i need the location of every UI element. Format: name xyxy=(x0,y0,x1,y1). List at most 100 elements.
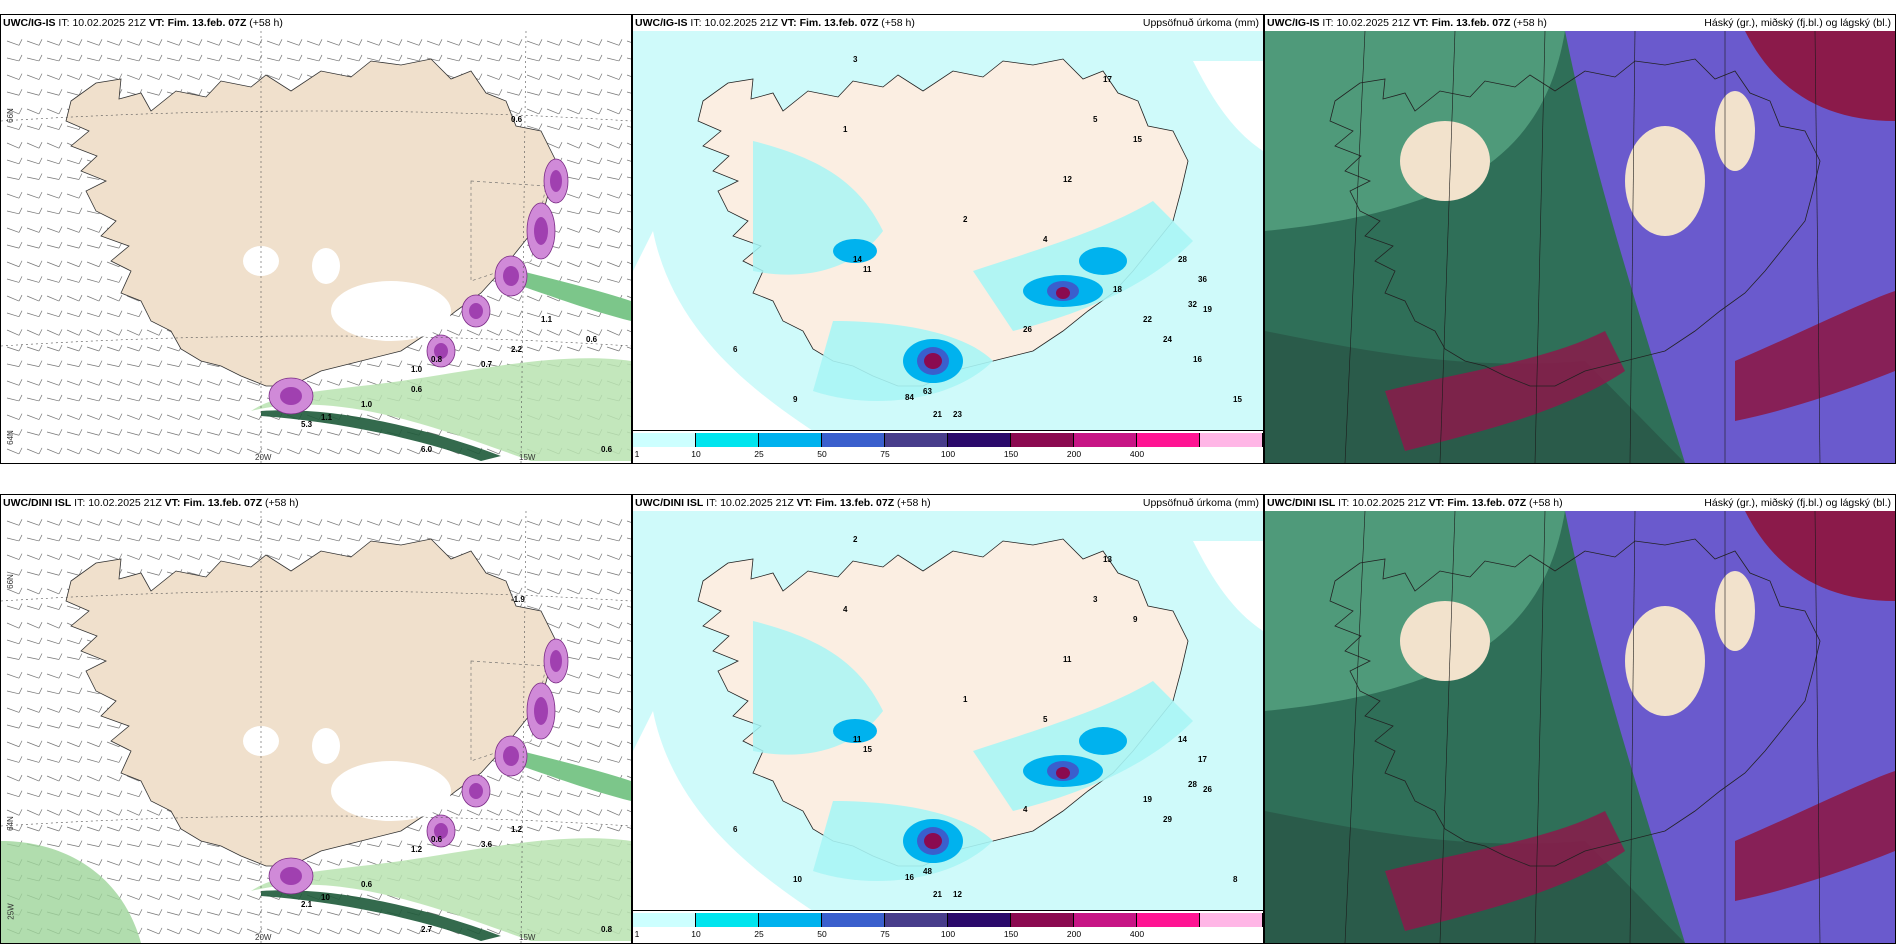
precip-colorbar: 1 10 25 50 75 100 150 200 400 xyxy=(633,430,1263,463)
iceland-coastline xyxy=(1329,538,1821,867)
wind-barb-flag xyxy=(58,394,63,402)
wind-barb-flag xyxy=(18,394,23,402)
wind-barb xyxy=(566,520,580,526)
wind-barb-flag xyxy=(258,447,263,455)
colorbar-swatch xyxy=(822,433,885,447)
wind-barb xyxy=(506,295,520,302)
wind-barb-flag xyxy=(578,587,583,595)
wind-barb-flag xyxy=(158,344,163,352)
wind-barb xyxy=(146,431,160,436)
wind-barb-flag xyxy=(578,756,583,763)
wind-barb xyxy=(606,673,620,679)
wind-barb-flag xyxy=(198,360,203,367)
iceland-coastline xyxy=(1329,58,1821,387)
wind-barb xyxy=(146,894,160,900)
wind-barb xyxy=(166,894,180,900)
dry-area xyxy=(633,711,813,911)
wind-barb-flag xyxy=(598,123,603,130)
wind-barb xyxy=(66,639,80,645)
wind-barb-flag xyxy=(78,413,83,420)
wind-barb-flag xyxy=(278,54,283,62)
wind-barb xyxy=(126,448,140,455)
wind-barb xyxy=(566,193,580,199)
wind-barb xyxy=(606,741,620,748)
wind-barb xyxy=(6,622,20,629)
precip-value-label: 1.2 xyxy=(511,825,523,834)
wind-barb xyxy=(566,639,580,645)
wind-barb-flag xyxy=(498,39,503,46)
wind-barb xyxy=(466,363,480,367)
wind-barb xyxy=(526,792,540,798)
wind-barb-flag xyxy=(558,519,563,526)
wind-barb-flag xyxy=(478,534,483,542)
wind-barb xyxy=(66,397,80,402)
wind-barb xyxy=(586,588,600,595)
precip-total-label: 16 xyxy=(905,873,914,882)
wind-barb xyxy=(26,520,40,526)
wind-barb-flag xyxy=(158,809,163,816)
wind-barb xyxy=(106,809,120,816)
wind-barb-flag xyxy=(58,207,63,214)
wind-barb xyxy=(366,520,380,526)
wind-barb-flag xyxy=(318,39,323,46)
wind-barb-flag xyxy=(198,413,203,420)
wind-barb xyxy=(126,40,140,46)
wind-barb-flag xyxy=(538,553,543,560)
wind-barb xyxy=(266,40,280,46)
precip-map xyxy=(633,511,1263,911)
wind-barb-flag xyxy=(478,809,483,816)
wind-barb-flag xyxy=(18,429,23,436)
wind-barb xyxy=(486,571,500,576)
precip-value-label: 0.6 xyxy=(601,445,613,454)
wind-barb-flag xyxy=(558,687,563,694)
wind-barb xyxy=(86,537,100,542)
panel-title: Uppsöfnuð úrkoma (mm) xyxy=(1142,497,1259,509)
wind-barb xyxy=(66,431,80,436)
wind-barb xyxy=(206,860,220,866)
wind-barb-flag xyxy=(98,276,103,283)
wind-barb xyxy=(126,554,140,560)
precip-total-label: 12 xyxy=(953,890,962,899)
wind-barb xyxy=(586,91,600,96)
wind-barb-flag xyxy=(18,653,23,660)
wind-barb xyxy=(526,261,540,268)
wind-barb-flag xyxy=(378,840,383,847)
wind-barb xyxy=(566,176,580,180)
wind-barb-flag xyxy=(618,226,623,233)
colorbar-swatch xyxy=(1011,913,1074,927)
wind-barb xyxy=(326,911,340,916)
wind-barb xyxy=(46,57,60,62)
wind-barb xyxy=(26,690,40,695)
wind-barb xyxy=(106,792,120,798)
wind-barb-flag xyxy=(118,840,123,847)
wind-barb-flag xyxy=(578,721,583,729)
wind-barb xyxy=(306,431,320,436)
wind-barb-flag xyxy=(98,360,103,367)
wind-barb-flag xyxy=(338,39,343,46)
wind-barb-flag xyxy=(78,226,83,233)
wind-barb xyxy=(346,431,360,436)
wind-barb xyxy=(326,380,340,386)
wind-barb-flag xyxy=(18,207,23,214)
wind-barb xyxy=(546,329,560,336)
wind-barb xyxy=(66,571,80,576)
wind-barb xyxy=(306,520,320,526)
wind-barb xyxy=(566,656,580,660)
wind-barb xyxy=(66,74,80,80)
wind-barb-flag xyxy=(558,809,563,816)
wind-barb-flag xyxy=(618,653,623,660)
wind-barb xyxy=(626,244,631,247)
wind-barb-flag xyxy=(378,39,383,46)
wind-barb xyxy=(206,40,220,46)
wind-barb-flag xyxy=(18,276,23,283)
wind-barb xyxy=(186,911,200,916)
wind-barb xyxy=(146,860,160,866)
lat-label-25w: 25W xyxy=(6,903,16,920)
heavy-precip-core xyxy=(534,217,548,245)
lat-label-66n: 66N xyxy=(5,574,15,589)
wind-barb-flag xyxy=(358,54,363,62)
wind-barb xyxy=(566,74,580,80)
wind-barb-flag xyxy=(238,413,243,420)
wind-barb-flag xyxy=(558,740,563,747)
wind-barb xyxy=(546,57,560,62)
